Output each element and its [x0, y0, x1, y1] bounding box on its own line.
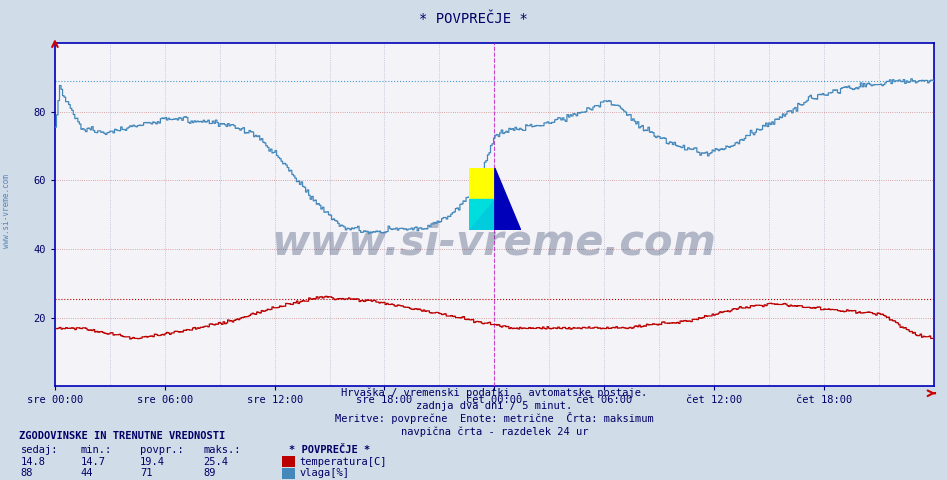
Text: 88: 88 — [21, 468, 33, 478]
Text: ZGODOVINSKE IN TRENUTNE VREDNOSTI: ZGODOVINSKE IN TRENUTNE VREDNOSTI — [19, 431, 225, 441]
Text: sedaj:: sedaj: — [21, 444, 59, 455]
Text: 44: 44 — [80, 468, 93, 478]
Text: maks.:: maks.: — [204, 444, 241, 455]
Polygon shape — [469, 168, 495, 199]
Text: zadnja dva dni / 5 minut.: zadnja dva dni / 5 minut. — [417, 401, 572, 411]
Text: * POVPREČJE *: * POVPREČJE * — [420, 12, 527, 26]
Polygon shape — [469, 168, 495, 199]
Text: 14.7: 14.7 — [80, 456, 105, 467]
Text: 71: 71 — [140, 468, 152, 478]
Polygon shape — [469, 199, 495, 230]
Text: 19.4: 19.4 — [140, 456, 165, 467]
Text: 25.4: 25.4 — [204, 456, 228, 467]
Text: * POVPREČJE *: * POVPREČJE * — [289, 444, 370, 455]
Text: navpična črta - razdelek 24 ur: navpična črta - razdelek 24 ur — [401, 426, 588, 437]
Text: temperatura[C]: temperatura[C] — [299, 456, 386, 467]
Text: Hrvaška / vremenski podatki - avtomatske postaje.: Hrvaška / vremenski podatki - avtomatske… — [341, 387, 648, 398]
Text: www.si-vreme.com: www.si-vreme.com — [2, 174, 11, 248]
Text: 14.8: 14.8 — [21, 456, 45, 467]
Text: Meritve: povprečne  Enote: metrične  Črta: maksimum: Meritve: povprečne Enote: metrične Črta:… — [335, 412, 653, 424]
Text: www.si-vreme.com: www.si-vreme.com — [272, 221, 717, 263]
Text: min.:: min.: — [80, 444, 112, 455]
Polygon shape — [469, 199, 495, 230]
Text: povpr.:: povpr.: — [140, 444, 184, 455]
Text: vlaga[%]: vlaga[%] — [299, 468, 349, 478]
Polygon shape — [495, 168, 521, 230]
Text: 89: 89 — [204, 468, 216, 478]
